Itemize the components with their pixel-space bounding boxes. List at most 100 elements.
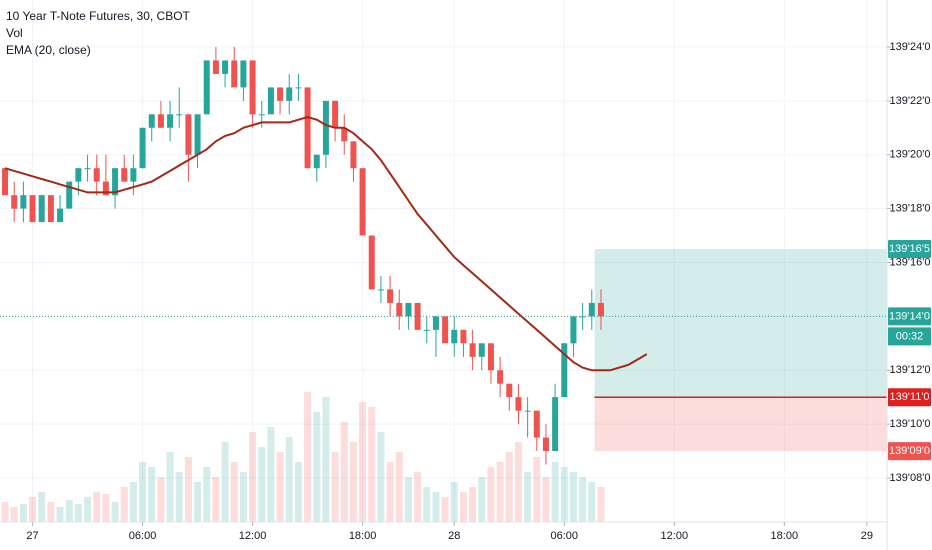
volume-bar xyxy=(166,452,174,522)
volume-bar xyxy=(129,482,137,522)
candle-body xyxy=(267,87,274,115)
candle-body xyxy=(368,235,375,290)
volume-bar xyxy=(249,432,257,522)
volume-bar xyxy=(469,487,477,522)
volume-bar xyxy=(1,502,9,522)
x-tick-label: 06:00 xyxy=(551,530,579,542)
y-tick-label: 139'08'0 xyxy=(890,472,931,484)
ema-line xyxy=(4,115,648,372)
volume-bar xyxy=(579,477,587,522)
countdown-box xyxy=(888,327,931,346)
volume-bar xyxy=(148,467,156,522)
entry-label-box xyxy=(888,388,931,407)
volume-bar xyxy=(65,500,73,522)
target-label-box xyxy=(888,240,931,259)
volume-bar xyxy=(184,457,192,522)
y-tick-label: 139'18'0 xyxy=(890,203,931,215)
volume-bar xyxy=(514,442,522,522)
candle-body xyxy=(167,114,174,128)
candle-body xyxy=(148,114,155,128)
volume-bar xyxy=(597,487,605,522)
volume-bar xyxy=(569,472,577,522)
candle-body xyxy=(442,316,449,344)
x-tick-label: 12:00 xyxy=(661,530,689,542)
volume-bar xyxy=(111,502,119,522)
y-tick-label: 139'24'0 xyxy=(890,41,931,53)
candle-body xyxy=(478,343,485,357)
x-tick-label: 29 xyxy=(861,530,873,542)
candle-body xyxy=(47,195,54,223)
candle-body xyxy=(286,87,293,101)
candle-body xyxy=(487,343,494,371)
countdown-label: 00:32 xyxy=(896,330,924,342)
y-tick-label: 139'20'0 xyxy=(890,149,931,161)
volume-bar xyxy=(29,497,37,522)
volume-bar xyxy=(496,462,504,522)
volume-bar xyxy=(304,392,312,522)
candle-body xyxy=(112,168,119,196)
chart-title: 10 Year T-Note Futures, 30, CBOT xyxy=(6,9,191,23)
x-tick-label: 06:00 xyxy=(129,530,157,542)
x-tick-label: 12:00 xyxy=(239,530,267,542)
volume-bar xyxy=(239,472,247,522)
volume-bar xyxy=(423,487,431,522)
last-price-label: 139'14'0 xyxy=(889,310,930,322)
candle-body xyxy=(469,343,476,357)
stop-label: 139'09'0 xyxy=(889,445,930,457)
candle-body xyxy=(561,343,568,398)
volume-bar xyxy=(533,457,541,522)
ema-legend: EMA (20, close) xyxy=(6,43,91,57)
candle-body xyxy=(102,181,109,196)
candle-body xyxy=(258,114,265,116)
candle-body xyxy=(423,329,430,331)
candle-body xyxy=(203,60,210,115)
candle-body xyxy=(130,168,137,182)
volume-bar xyxy=(395,452,403,522)
volume-bar xyxy=(38,492,46,522)
volume-bar xyxy=(349,442,357,522)
volume-bar xyxy=(267,427,275,522)
candle-body xyxy=(66,181,73,209)
volume-bar xyxy=(139,462,147,522)
candle-body xyxy=(451,329,458,344)
volume-bar xyxy=(441,497,449,522)
volume-bar xyxy=(505,452,513,522)
candle-body xyxy=(277,87,284,101)
x-tick-label: 18:00 xyxy=(349,530,377,542)
candle-body xyxy=(542,437,549,452)
candle-body xyxy=(38,195,45,223)
candle-body xyxy=(341,127,348,142)
candle-body xyxy=(185,114,192,155)
candle-body xyxy=(249,60,256,115)
x-tick-label: 28 xyxy=(448,530,460,542)
candle-body xyxy=(304,87,311,169)
entry-label: 139'11'0 xyxy=(889,391,929,403)
volume-bar xyxy=(432,492,440,522)
candle-body xyxy=(240,60,247,88)
volume-bar xyxy=(331,452,339,522)
volume-bar xyxy=(120,487,128,522)
x-tick-label: 18:00 xyxy=(771,530,799,542)
candle-body xyxy=(121,168,128,182)
volume-bar xyxy=(386,462,394,522)
loss-zone xyxy=(594,397,887,452)
candle-body xyxy=(75,168,82,182)
candle-body xyxy=(313,154,320,169)
volume-bar xyxy=(478,477,486,522)
volume-bar xyxy=(459,492,467,522)
volume-bar xyxy=(285,437,293,522)
candle-body xyxy=(332,100,339,128)
candle-body xyxy=(460,329,467,344)
candle-body xyxy=(11,195,18,209)
target-label: 139'16'5 xyxy=(889,243,930,255)
volume-bar xyxy=(47,502,55,522)
volume-bar xyxy=(203,467,211,522)
candle-body xyxy=(222,60,229,74)
candle-body xyxy=(552,397,559,452)
volume-bar xyxy=(294,462,302,522)
candle-body xyxy=(359,168,366,236)
candle-body xyxy=(157,114,164,128)
candle-body xyxy=(405,302,412,317)
volume-bar xyxy=(175,472,183,522)
